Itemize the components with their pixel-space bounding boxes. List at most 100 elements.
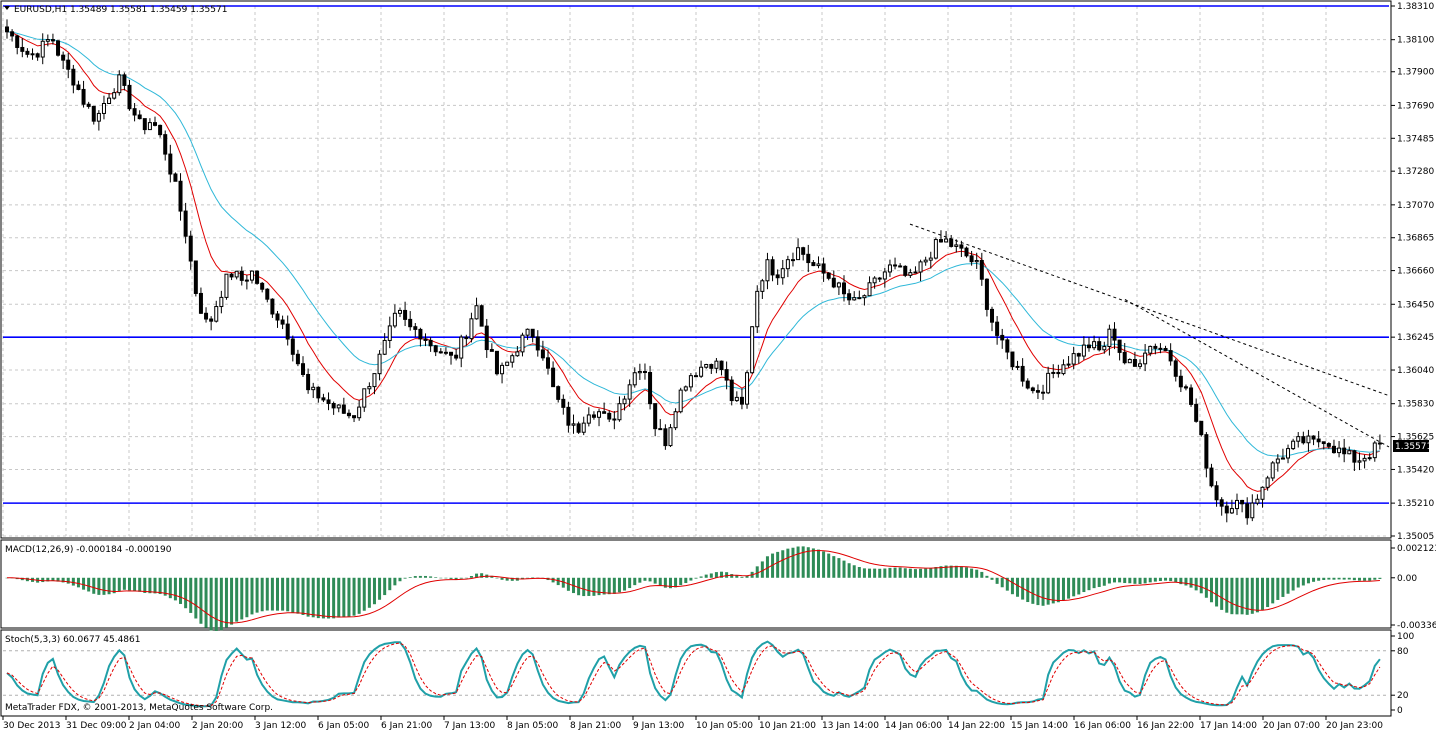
macd-histogram-bar bbox=[214, 577, 218, 631]
stoch-tick-label: 20 bbox=[1397, 691, 1409, 701]
candle bbox=[341, 404, 346, 414]
macd-histogram-bar bbox=[903, 568, 907, 578]
price-tick-label: 1.35625 bbox=[1397, 433, 1434, 443]
macd-histogram-bar bbox=[1031, 577, 1035, 604]
candle bbox=[494, 350, 499, 375]
macd-histogram-bar bbox=[898, 567, 902, 578]
price-tick-label: 1.38100 bbox=[1397, 36, 1434, 46]
candle bbox=[1316, 438, 1321, 443]
time-tick-label: 13 Jan 14:00 bbox=[822, 721, 879, 731]
candle bbox=[944, 238, 949, 243]
candle bbox=[627, 384, 632, 400]
macd-histogram-bar bbox=[179, 577, 183, 604]
candle bbox=[367, 386, 372, 390]
candle bbox=[10, 31, 15, 37]
macd-histogram-bar bbox=[224, 577, 228, 628]
macd-histogram-bar bbox=[1240, 577, 1244, 615]
macd-histogram-bar bbox=[1097, 577, 1101, 587]
time-tick-label: 14 Jan 06:00 bbox=[885, 721, 942, 731]
macd-histogram-bar bbox=[822, 551, 826, 578]
macd-histogram-bar bbox=[1174, 577, 1178, 583]
candle bbox=[158, 124, 163, 136]
candle bbox=[571, 423, 576, 426]
macd-histogram-bar bbox=[709, 573, 713, 578]
macd-histogram-bar bbox=[1077, 577, 1081, 595]
macd-histogram-bar bbox=[689, 577, 693, 581]
candle bbox=[515, 351, 520, 357]
candle bbox=[928, 257, 933, 261]
macd-histogram-bar bbox=[908, 568, 912, 578]
symbol-dropdown-icon[interactable] bbox=[4, 6, 10, 10]
macd-histogram-bar bbox=[291, 577, 295, 613]
candle bbox=[908, 272, 913, 276]
candle bbox=[1066, 363, 1071, 366]
candle bbox=[25, 50, 30, 55]
current-price-marker bbox=[1393, 440, 1429, 452]
macd-histogram-bar bbox=[1220, 577, 1224, 610]
macd-histogram-bar bbox=[862, 568, 866, 578]
candle bbox=[209, 318, 214, 322]
candle bbox=[1086, 344, 1091, 349]
candle bbox=[530, 328, 535, 338]
macd-histogram-bar bbox=[1342, 577, 1346, 580]
candle bbox=[295, 353, 300, 365]
stoch-tick-label: 0 bbox=[1397, 706, 1403, 716]
candle bbox=[1046, 372, 1051, 394]
candle bbox=[198, 292, 203, 314]
macd-histogram-bar bbox=[148, 577, 152, 594]
candle bbox=[224, 273, 229, 298]
macd-histogram-bar bbox=[311, 577, 315, 618]
candle bbox=[699, 366, 704, 377]
macd-histogram-bar bbox=[1179, 577, 1183, 585]
candle bbox=[285, 323, 290, 340]
price-tick-label: 1.36040 bbox=[1397, 366, 1434, 376]
candle bbox=[1010, 351, 1015, 368]
candle bbox=[352, 415, 357, 419]
time-tick-label: 17 Jan 14:00 bbox=[1200, 721, 1257, 731]
candle bbox=[193, 260, 198, 294]
macd-histogram-bar bbox=[801, 546, 805, 578]
macd-histogram-bar bbox=[265, 577, 269, 611]
macd-histogram-bar bbox=[127, 577, 131, 591]
candle bbox=[56, 40, 61, 56]
macd-histogram-bar bbox=[1255, 577, 1259, 613]
candle bbox=[1127, 358, 1132, 364]
macd-histogram-bar bbox=[158, 577, 162, 595]
macd-histogram-bar bbox=[250, 577, 254, 615]
macd-histogram-bar bbox=[260, 577, 264, 612]
candle bbox=[469, 318, 474, 340]
candle bbox=[877, 277, 882, 280]
candle bbox=[1102, 345, 1107, 351]
macd-histogram-bar bbox=[893, 567, 897, 578]
macd-histogram-bar bbox=[1373, 577, 1377, 580]
candle bbox=[1286, 448, 1291, 459]
macd-label: MACD(12,26,9) -0.000184 -0.000190 bbox=[5, 545, 172, 555]
trend-line-upper[interactable] bbox=[909, 223, 1390, 397]
candle bbox=[801, 247, 806, 255]
candle bbox=[443, 351, 448, 354]
candle bbox=[566, 406, 571, 426]
macd-histogram-bar bbox=[668, 577, 672, 589]
candle bbox=[1265, 477, 1270, 488]
candle bbox=[1209, 467, 1214, 487]
symbol-info: EURUSD,H1 1.35489 1.35581 1.35459 1.3557… bbox=[14, 5, 227, 15]
candle bbox=[709, 363, 714, 369]
macd-histogram-bar bbox=[837, 558, 841, 578]
macd-histogram-bar bbox=[755, 566, 759, 578]
trend-line-lower[interactable] bbox=[1124, 299, 1390, 448]
macd-histogram-bar bbox=[1123, 577, 1127, 584]
macd-histogram-bar bbox=[1204, 577, 1208, 598]
candle bbox=[147, 122, 152, 131]
candle bbox=[418, 328, 423, 340]
macd-histogram-bar bbox=[138, 577, 142, 592]
macd-histogram-bar bbox=[1056, 577, 1060, 603]
candle bbox=[321, 397, 326, 401]
candle bbox=[632, 372, 637, 386]
macd-histogram-bar bbox=[245, 577, 249, 618]
candle bbox=[770, 259, 775, 276]
macd-histogram-bar bbox=[847, 563, 851, 578]
macd-histogram-bar bbox=[725, 572, 729, 578]
macd-histogram-bar bbox=[46, 577, 50, 582]
macd-histogram-bar bbox=[408, 577, 412, 578]
macd-histogram-bar bbox=[1332, 577, 1336, 580]
